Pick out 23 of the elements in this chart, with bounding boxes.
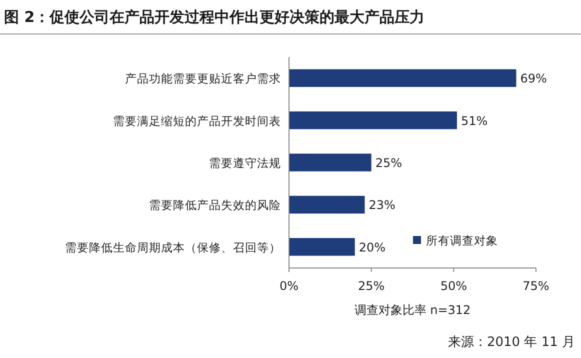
data-label: 69% [520,72,547,86]
data-label: 51% [460,114,488,128]
data-label: 23% [368,198,396,212]
y-tick-label: 产品功能需要更贴近客户需求 [125,72,281,86]
x-tick-label: 0% [279,279,299,293]
x-tick-label: 25% [358,279,385,293]
x-tick-label: 75% [522,279,550,293]
data-label: 25% [375,156,402,170]
bar [289,69,516,87]
bar [289,154,372,172]
bar [289,111,457,130]
legend-label: 所有调查对象 [426,234,498,248]
source-note: 来源：2010 年 11 月 [448,335,575,350]
bar [289,196,365,214]
y-tick-label: 需要遵守法规 [209,156,281,170]
y-tick-label: 需要降低生命周期成本（保修、召回等） [65,240,281,254]
chart-title: 图 2：促使公司在产品开发过程中作出更好决策的最大产品压力 [4,8,425,26]
x-tick-label: 50% [440,279,468,293]
x-axis-title: 调查对象比率 n=312 [354,303,471,317]
y-tick-label: 需要满足缩短的产品开发时间表 [113,114,281,128]
y-tick-label: 需要降低产品失效的风险 [149,198,281,212]
data-label: 20% [358,240,386,254]
bar [289,238,355,256]
